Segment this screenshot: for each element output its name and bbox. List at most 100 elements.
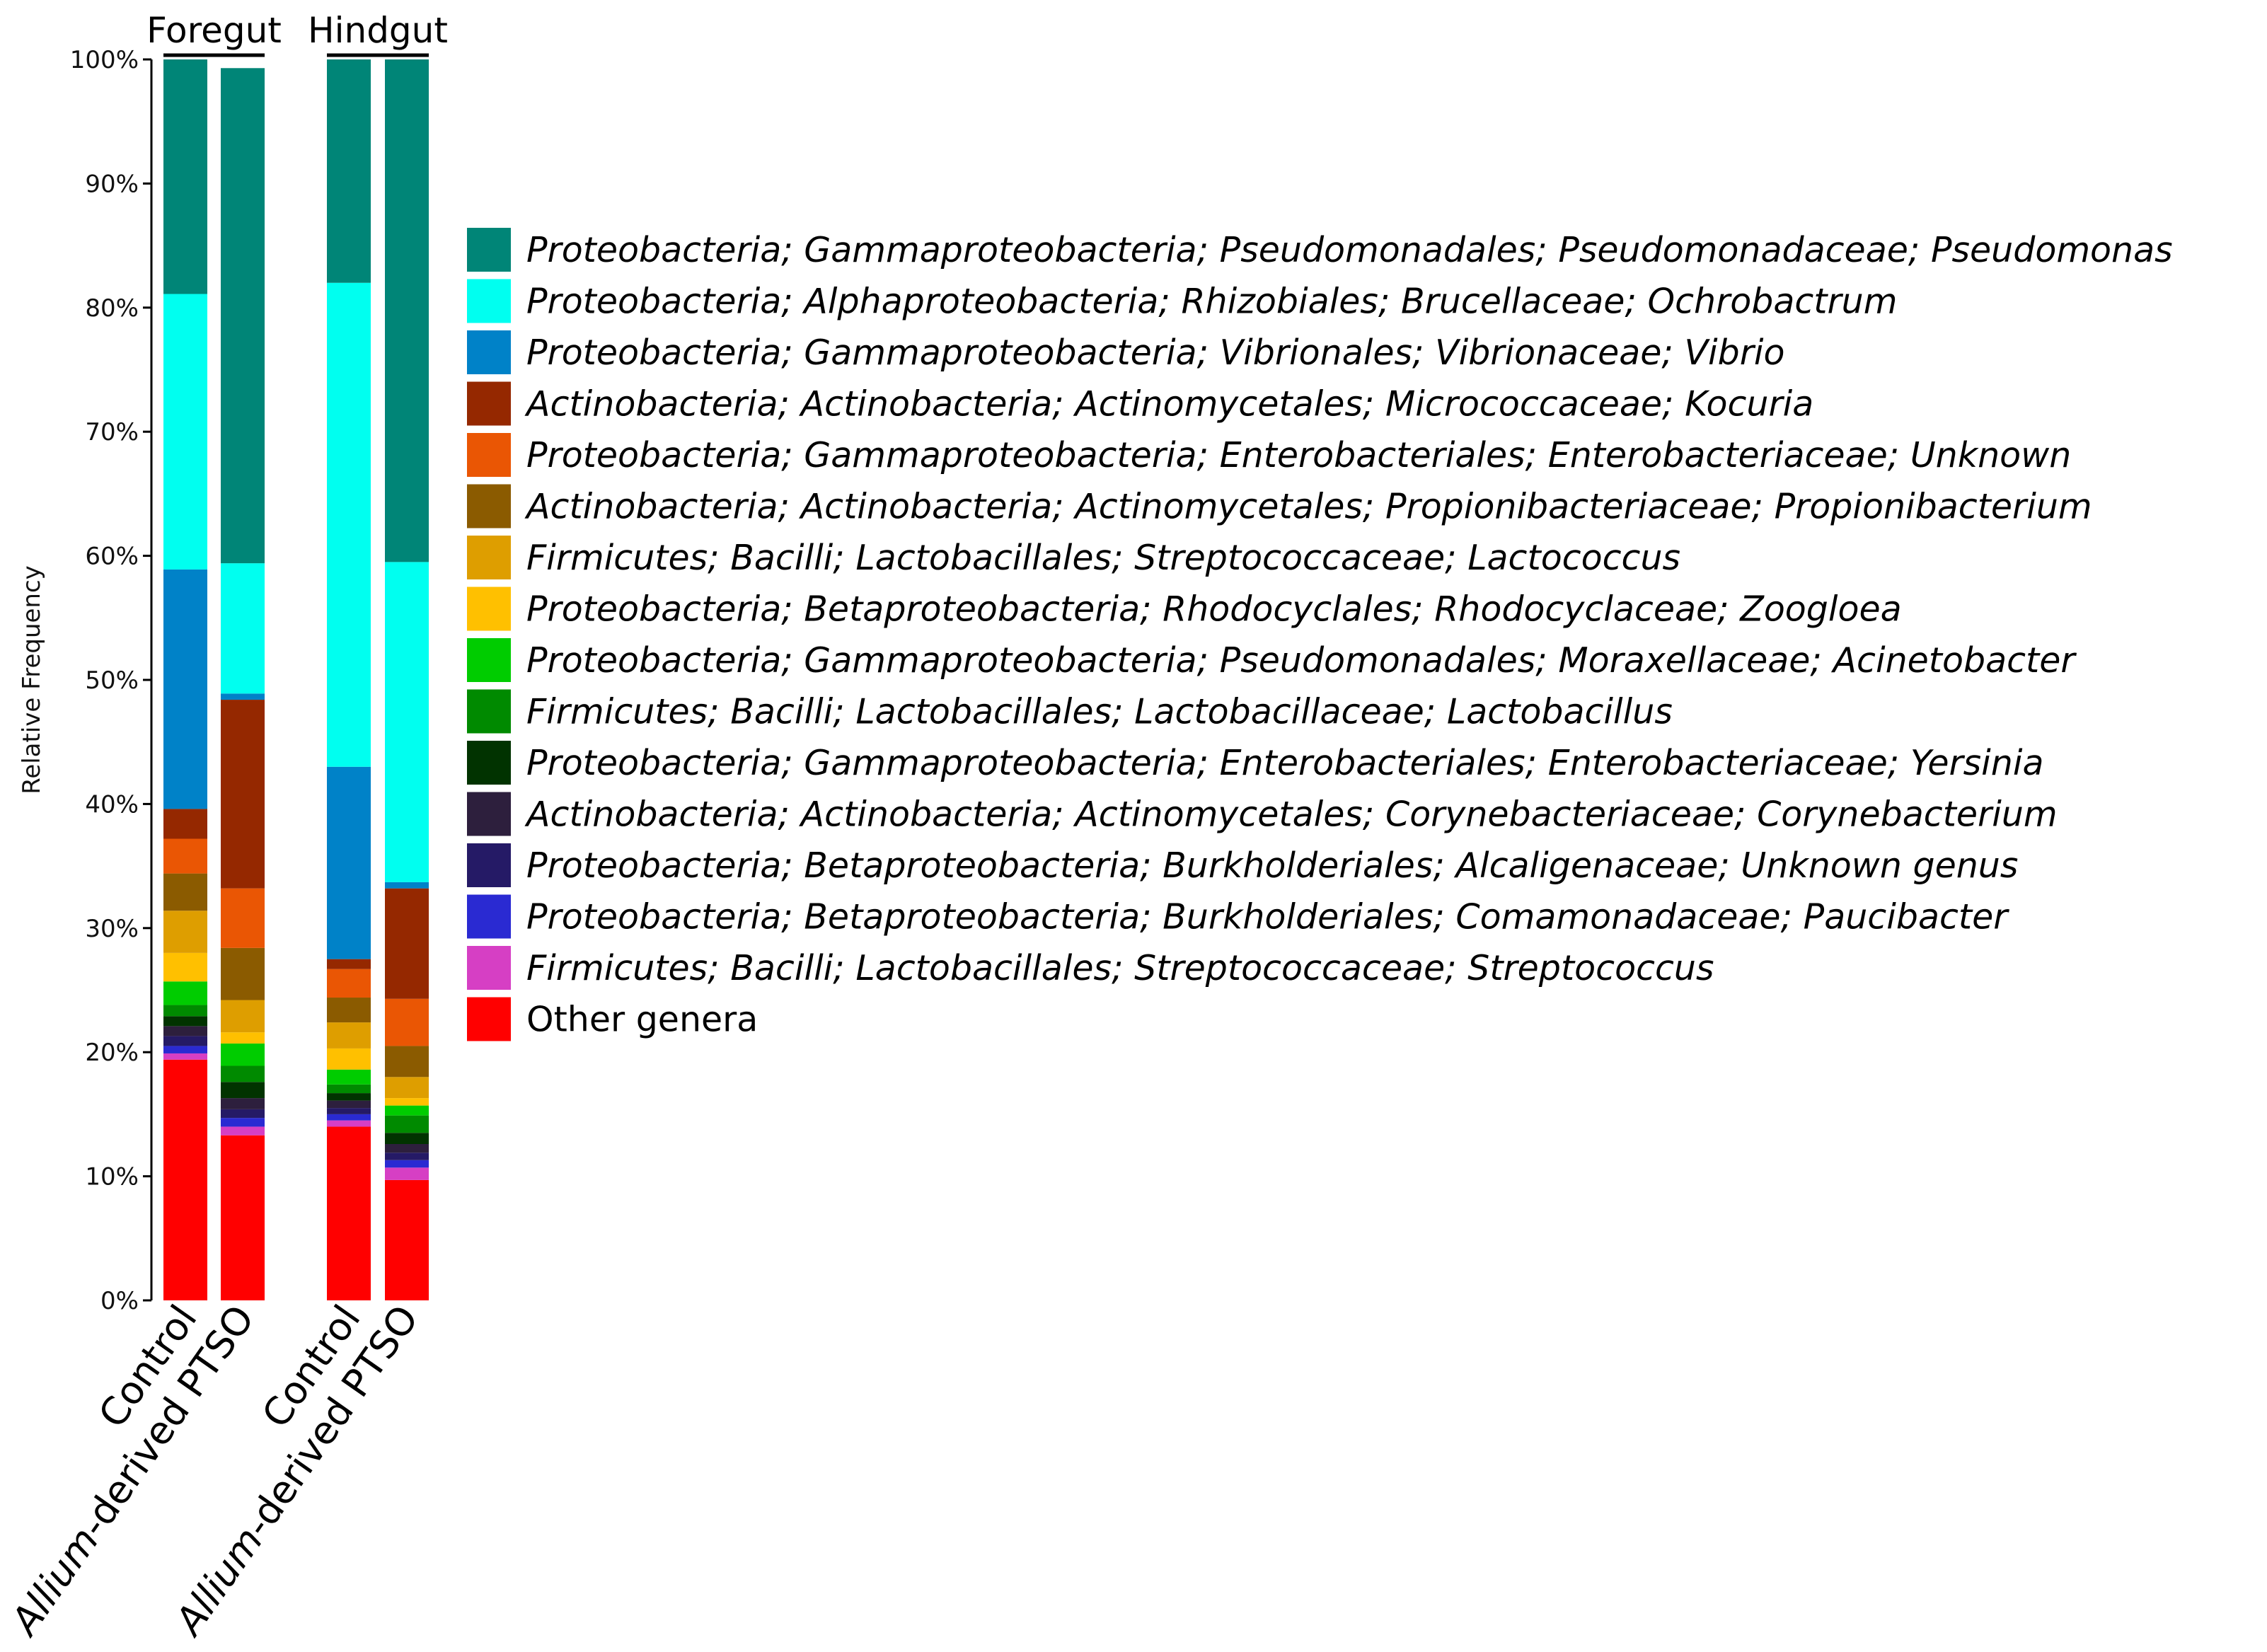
bar-segment (385, 1115, 429, 1133)
bar-segment (221, 68, 265, 564)
legend-label: Firmicutes; Bacilli; Lactobacillales; La… (526, 692, 1673, 732)
bar-segment (385, 1167, 429, 1180)
bar-segment (221, 693, 265, 700)
legend: Proteobacteria; Gammaproteobacteria; Pse… (467, 228, 2173, 1041)
legend-label: Proteobacteria; Gammaproteobacteria; Vib… (526, 333, 1784, 373)
bar-segment (163, 838, 207, 874)
bar-segment (163, 809, 207, 839)
legend-swatch (467, 894, 511, 939)
bar-segment (385, 1144, 429, 1153)
bar-segment (163, 952, 207, 982)
bar-segment (221, 1098, 265, 1109)
legend-swatch (467, 381, 511, 426)
bar-segment (327, 998, 371, 1023)
y-axis: 0% 10% 20% 30% 40% 50% 60% 70% 80% 90% 100% Relativ… (18, 46, 153, 1315)
bar-segment (221, 700, 265, 889)
bar-segment (221, 1000, 265, 1033)
legend-swatch (467, 279, 511, 323)
legend-label: Proteobacteria; Betaproteobacteria; Burk… (526, 897, 2009, 937)
bar-segment (327, 1108, 371, 1114)
bar-segment (163, 1026, 207, 1036)
bar-segment (385, 1046, 429, 1078)
legend-swatch (467, 330, 511, 374)
bar-segment (385, 1133, 429, 1144)
legend-swatch (467, 792, 511, 836)
bar-segment (221, 1082, 265, 1099)
legend-swatch (467, 946, 511, 990)
bar-segment (327, 1120, 371, 1127)
group-label: Foregut (146, 10, 282, 51)
bar-segment (163, 59, 207, 294)
bar-segment (221, 1126, 265, 1136)
legend-swatch (467, 843, 511, 887)
legend-label: Other genera (526, 1000, 758, 1040)
bar-segment (385, 1153, 429, 1160)
y-tick-label: 80% (85, 294, 139, 323)
bar-segment (163, 569, 207, 809)
bar-segment (385, 882, 429, 889)
y-axis-title: Relative Frequency (18, 565, 46, 795)
bar-segment (327, 1084, 371, 1094)
legend-label: Proteobacteria; Betaproteobacteria; Burk… (526, 845, 2018, 886)
bar-segment (385, 1179, 429, 1300)
bar-segment (163, 1046, 207, 1053)
y-tick-label: 90% (85, 170, 139, 198)
legend-label: Proteobacteria; Gammaproteobacteria; Ent… (526, 743, 2044, 783)
group-headers: Foregut Hindgut (146, 10, 448, 57)
bar-segment (163, 1036, 207, 1046)
y-tick-label: 0% (100, 1287, 139, 1315)
bar-segment (385, 1098, 429, 1106)
bar-segment (163, 911, 207, 953)
bar-segment (385, 888, 429, 999)
y-tick-label: 20% (85, 1039, 139, 1067)
bar-segment (221, 888, 265, 948)
legend-swatch (467, 587, 511, 631)
bar-segment (221, 947, 265, 1000)
bar-segment (163, 981, 207, 1005)
bar-segment (385, 1105, 429, 1116)
bar-segment (327, 959, 371, 969)
bar-segment (163, 1059, 207, 1300)
legend-label: Proteobacteria; Alphaproteobacteria; Rhi… (526, 282, 1897, 322)
bar-segment (385, 1160, 429, 1168)
bar-segment (385, 1077, 429, 1099)
bars-layer (163, 59, 429, 1300)
legend-swatch (467, 536, 511, 579)
legend-label: Actinobacteria; Actinobacteria; Actinomy… (524, 384, 1813, 424)
y-tick-label: 30% (85, 915, 139, 943)
legend-label: Proteobacteria; Gammaproteobacteria; Ent… (526, 435, 2071, 475)
bar-segment (163, 873, 207, 911)
bar-segment (163, 1016, 207, 1027)
legend-swatch (467, 638, 511, 682)
legend-label: Firmicutes; Bacilli; Lactobacillales; St… (526, 948, 1714, 988)
bar-segment (327, 1022, 371, 1049)
y-tick-label: 50% (85, 666, 139, 695)
y-tick-label: 100% (70, 46, 139, 74)
bar-segment (327, 1048, 371, 1070)
legend-label: Actinobacteria; Actinobacteria; Actinomy… (524, 795, 2058, 835)
bar-segment (385, 998, 429, 1046)
bar-segment (327, 1114, 371, 1121)
bar-segment (163, 294, 207, 570)
bar-segment (385, 59, 429, 562)
y-tick-label: 70% (85, 418, 139, 446)
legend-swatch (467, 997, 511, 1041)
bar-segment (385, 562, 429, 882)
legend-label: Actinobacteria; Actinobacteria; Actinomy… (524, 487, 2092, 527)
legend-swatch (467, 484, 511, 528)
bar-segment (221, 563, 265, 694)
bar-segment (327, 59, 371, 283)
legend-label: Proteobacteria; Gammaproteobacteria; Pse… (526, 230, 2173, 270)
bar-segment (327, 766, 371, 959)
bar-segment (163, 1005, 207, 1017)
y-tick-label: 40% (85, 790, 139, 819)
bar-segment (221, 1118, 265, 1127)
bar-segment (327, 1093, 371, 1101)
bar-segment (221, 1043, 265, 1066)
bar-segment (327, 1100, 371, 1109)
y-tick-label: 60% (85, 543, 139, 571)
bar-segment (327, 969, 371, 998)
legend-swatch (467, 433, 511, 477)
bar-segment (221, 1065, 265, 1082)
